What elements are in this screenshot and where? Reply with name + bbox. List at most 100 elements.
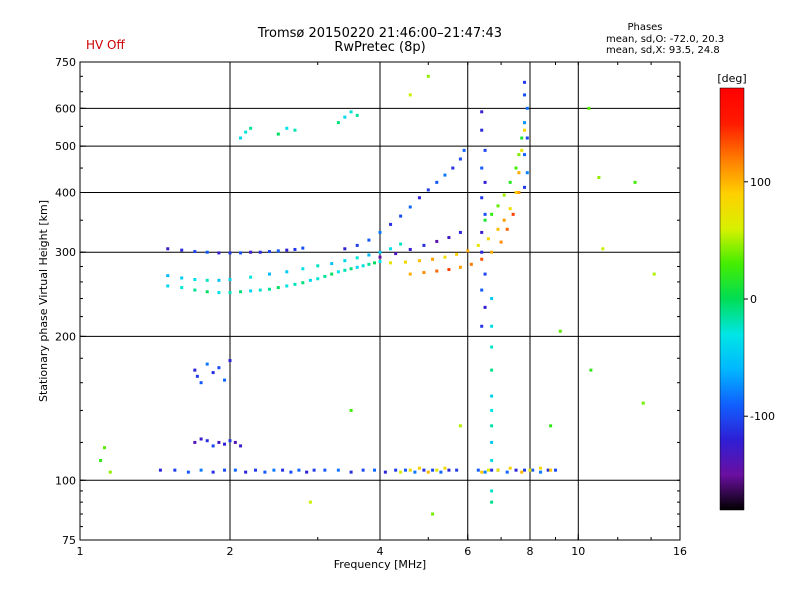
data-point bbox=[523, 185, 527, 189]
data-point bbox=[305, 470, 309, 474]
data-point bbox=[199, 437, 203, 441]
data-point bbox=[520, 136, 524, 140]
data-point bbox=[431, 468, 435, 472]
data-point bbox=[523, 153, 527, 157]
data-point bbox=[301, 246, 305, 250]
hv-status-label: HV Off bbox=[86, 38, 125, 52]
data-point bbox=[239, 136, 243, 140]
data-point bbox=[458, 265, 462, 269]
data-point bbox=[469, 262, 473, 266]
data-point bbox=[276, 132, 280, 136]
data-point bbox=[490, 324, 494, 328]
grid-lines bbox=[80, 62, 680, 540]
data-point bbox=[330, 272, 334, 276]
data-point bbox=[553, 468, 557, 472]
data-point bbox=[431, 257, 435, 261]
data-point bbox=[480, 250, 484, 254]
data-point bbox=[517, 153, 521, 157]
data-point bbox=[514, 468, 518, 472]
data-point bbox=[539, 470, 543, 474]
data-point bbox=[336, 468, 340, 472]
data-point bbox=[297, 468, 301, 472]
data-point bbox=[443, 255, 447, 259]
data-point bbox=[422, 468, 426, 472]
data-point bbox=[520, 148, 524, 152]
data-point bbox=[480, 470, 484, 474]
data-point bbox=[508, 207, 512, 211]
data-point bbox=[355, 243, 359, 247]
data-point bbox=[528, 468, 532, 472]
data-point bbox=[455, 252, 459, 256]
data-point bbox=[367, 238, 371, 242]
data-point bbox=[496, 204, 500, 208]
data-point bbox=[193, 440, 197, 444]
data-point bbox=[228, 439, 232, 443]
data-point bbox=[490, 394, 494, 398]
data-point bbox=[361, 264, 365, 268]
data-point bbox=[267, 287, 271, 291]
y-tick-label: 500 bbox=[55, 140, 76, 153]
data-point bbox=[373, 261, 377, 265]
data-point bbox=[476, 243, 480, 247]
data-point bbox=[276, 249, 280, 253]
y-tick-label: 600 bbox=[55, 102, 76, 115]
data-point bbox=[443, 173, 447, 177]
y-tick-label: 400 bbox=[55, 186, 76, 199]
data-point bbox=[451, 166, 455, 170]
data-point bbox=[378, 230, 382, 234]
data-point bbox=[490, 368, 494, 372]
data-point bbox=[490, 250, 494, 254]
data-point bbox=[399, 470, 403, 474]
data-point bbox=[549, 468, 553, 472]
data-point bbox=[211, 470, 215, 474]
data-point bbox=[490, 489, 494, 493]
data-point bbox=[258, 250, 262, 254]
data-point bbox=[239, 444, 243, 448]
data-point bbox=[486, 237, 490, 241]
x-tick-label: 4 bbox=[377, 545, 384, 558]
data-point bbox=[211, 444, 215, 448]
colorbar-ticks: 100 0 -100 bbox=[744, 176, 775, 423]
data-point bbox=[447, 236, 451, 240]
data-point bbox=[589, 368, 593, 372]
data-point bbox=[228, 359, 232, 363]
data-point bbox=[272, 468, 276, 472]
data-point bbox=[597, 175, 601, 179]
data-point bbox=[253, 468, 257, 472]
data-point bbox=[249, 250, 253, 254]
data-point bbox=[480, 196, 484, 200]
data-point bbox=[173, 468, 177, 472]
data-point bbox=[211, 371, 215, 375]
data-point bbox=[205, 278, 209, 282]
data-point bbox=[525, 136, 529, 140]
data-point bbox=[378, 250, 382, 254]
data-point bbox=[417, 259, 421, 263]
data-point bbox=[103, 446, 107, 450]
data-point bbox=[343, 268, 347, 272]
data-point bbox=[285, 126, 289, 130]
x-axis-label: Frequency [MHz] bbox=[334, 558, 426, 571]
colorbar-tick-label: 100 bbox=[750, 176, 771, 189]
data-point bbox=[195, 374, 199, 378]
data-point bbox=[349, 110, 353, 114]
data-point bbox=[336, 270, 340, 274]
data-point bbox=[166, 247, 170, 251]
data-point bbox=[217, 291, 221, 295]
data-point bbox=[233, 468, 237, 472]
data-point bbox=[330, 262, 334, 266]
data-point bbox=[249, 275, 253, 279]
data-point bbox=[193, 250, 197, 254]
data-point bbox=[447, 468, 451, 472]
data-point bbox=[239, 251, 243, 255]
data-point bbox=[258, 288, 262, 292]
data-point bbox=[223, 468, 227, 472]
x-tick-label: 8 bbox=[527, 545, 534, 558]
data-point bbox=[505, 227, 509, 231]
data-point bbox=[166, 284, 170, 288]
data-point bbox=[323, 274, 327, 278]
data-point bbox=[426, 470, 430, 474]
data-point bbox=[422, 243, 426, 247]
data-point bbox=[389, 247, 393, 251]
data-point bbox=[199, 468, 203, 472]
